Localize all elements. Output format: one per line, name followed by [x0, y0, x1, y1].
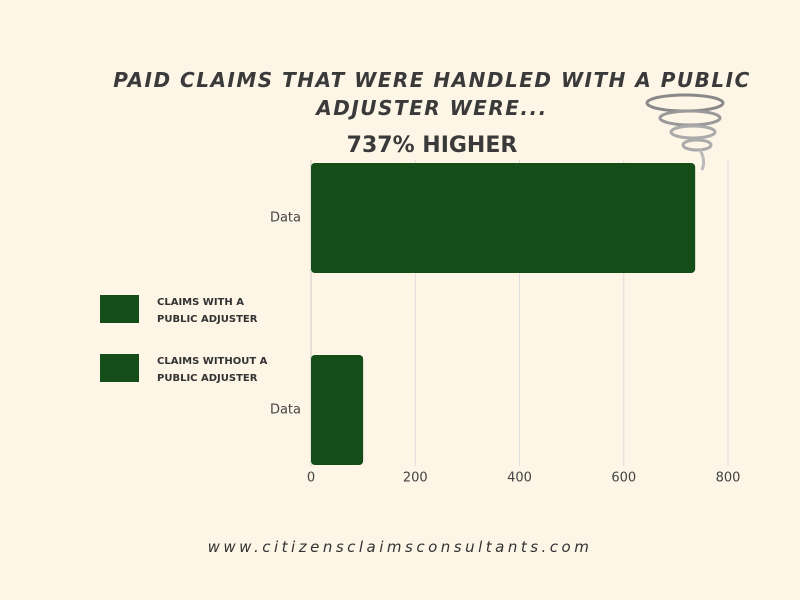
footer-url: www.citizensclaimsconsultants.com [207, 538, 593, 556]
legend-item: CLAIMS WITH A PUBLIC ADJUSTER [100, 295, 282, 328]
x-tick-label: 200 [403, 471, 428, 486]
chart-title: PAID CLAIMS THAT WERE HANDLED WITH A PUB… [113, 68, 751, 120]
legend-label: CLAIMS WITH A PUBLIC ADJUSTER [157, 297, 258, 325]
legend-swatch [100, 354, 139, 382]
annotation: 737% HIGHER [346, 133, 518, 158]
y-tick-label: Data [270, 211, 301, 226]
legend-label: CLAIMS WITHOUT A PUBLIC ADJUSTER [157, 356, 268, 384]
x-tick-label: 600 [611, 471, 636, 486]
legend-item: CLAIMS WITHOUT A PUBLIC ADJUSTER [100, 354, 282, 387]
x-tick-label: 400 [507, 471, 532, 486]
bar [311, 355, 364, 465]
x-tick-label: 800 [716, 471, 741, 486]
x-tick-label: 0 [307, 471, 315, 486]
bar [311, 163, 696, 273]
y-tick-label: Data [270, 403, 301, 418]
tornado-icon [645, 93, 725, 171]
legend-swatch [100, 295, 139, 323]
